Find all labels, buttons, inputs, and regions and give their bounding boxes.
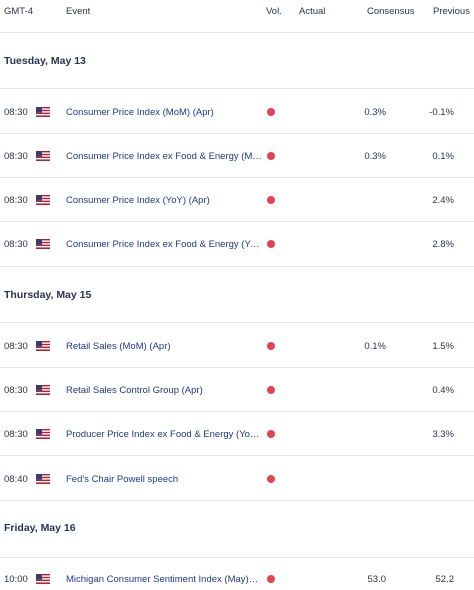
high-impact-dot [267,575,275,583]
high-impact-dot [267,342,275,350]
event-name[interactable]: Retail Sales Control Group (Apr) [66,385,203,396]
table-row[interactable]: 08:30 Consumer Price Index (YoY) (Apr) 2… [0,191,474,211]
previous-value: 2.8% [432,239,454,250]
divider [0,221,474,222]
divider [0,455,474,456]
consensus-value: 0.3% [364,107,386,118]
divider [0,88,474,89]
high-impact-dot [267,430,275,438]
divider [0,500,474,501]
consensus-value: 0.1% [364,341,386,352]
event-time: 08:30 [4,429,28,440]
high-impact-dot [267,240,275,248]
us-flag-icon [36,385,50,395]
event-time: 08:30 [4,341,28,352]
event-name[interactable]: Fed's Chair Powell speech [66,474,179,485]
previous-value: 0.1% [432,151,454,162]
event-name[interactable]: Consumer Price Index (YoY) (Apr) [66,195,210,206]
high-impact-dot [267,108,275,116]
high-impact-dot [267,152,275,160]
table-row[interactable]: 08:30 Consumer Price Index ex Food & Ene… [0,235,474,255]
vol-column-header: Vol. [266,6,282,17]
event-time: 08:30 [4,195,28,206]
day-heading: Thursday, May 15 [4,289,92,301]
us-flag-icon [36,107,50,117]
divider [0,133,474,134]
divider [0,367,474,368]
previous-value: 0.4% [432,385,454,396]
consensus-column-header: Consensus [367,6,415,17]
event-name[interactable]: Consumer Price Index ex Food & Energy (Y… [66,239,262,250]
event-name[interactable]: Consumer Price Index (MoM) (Apr) [66,107,214,118]
divider [0,266,474,267]
us-flag-icon [36,474,50,484]
table-row[interactable]: 08:30 Consumer Price Index ex Food & Ene… [0,147,474,167]
previous-value: 3.3% [432,429,454,440]
timezone-label[interactable]: GMT-4 [4,6,34,17]
event-time: 08:40 [4,474,28,485]
us-flag-icon [36,239,50,249]
previous-value: -0.1% [429,107,454,118]
us-flag-icon [36,429,50,439]
event-time: 08:30 [4,151,28,162]
actual-column-header: Actual [299,6,326,17]
consensus-value: 0.3% [364,151,386,162]
us-flag-icon [36,341,50,351]
day-heading: Tuesday, May 13 [4,55,86,67]
high-impact-dot [267,475,275,483]
table-row[interactable]: 08:30 Retail Sales Control Group (Apr) 0… [0,381,474,401]
high-impact-dot [267,196,275,204]
event-time: 10:00 [4,574,28,585]
table-row[interactable]: 10:00 Michigan Consumer Sentiment Index … [0,570,474,590]
previous-column-header: Previous [433,6,470,17]
event-time: 08:30 [4,385,28,396]
previous-value: 1.5% [432,341,454,352]
event-name[interactable]: Consumer Price Index ex Food & Energy (M… [66,151,262,162]
divider [0,557,474,558]
table-header: GMT-4 Event Vol. Actual Consensus Previo… [0,0,474,22]
event-time: 08:30 [4,239,28,250]
divider [0,177,474,178]
consensus-value: 53.0 [367,574,387,585]
event-name[interactable]: Retail Sales (MoM) (Apr) [66,341,171,352]
event-name[interactable]: Producer Price Index ex Food & Energy (Y… [66,429,262,440]
day-heading: Friday, May 16 [4,522,76,534]
event-name[interactable]: Michigan Consumer Sentiment Index (May)P… [66,574,262,585]
us-flag-icon [36,195,50,205]
table-row[interactable]: 08:30 Consumer Price Index (MoM) (Apr) 0… [0,103,474,123]
divider [0,411,474,412]
high-impact-dot [267,386,275,394]
table-row[interactable]: 08:30 Producer Price Index ex Food & Ene… [0,425,474,445]
us-flag-icon [36,574,50,584]
previous-value: 52.2 [435,574,455,585]
divider [0,322,474,323]
event-column-header: Event [66,6,91,17]
event-time: 08:30 [4,107,28,118]
divider [0,32,474,33]
table-row[interactable]: 08:30 Retail Sales (MoM) (Apr) 0.1% 1.5% [0,337,474,357]
previous-value: 2.4% [432,195,454,206]
table-row[interactable]: 08:40 Fed's Chair Powell speech [0,470,474,490]
us-flag-icon [36,151,50,161]
